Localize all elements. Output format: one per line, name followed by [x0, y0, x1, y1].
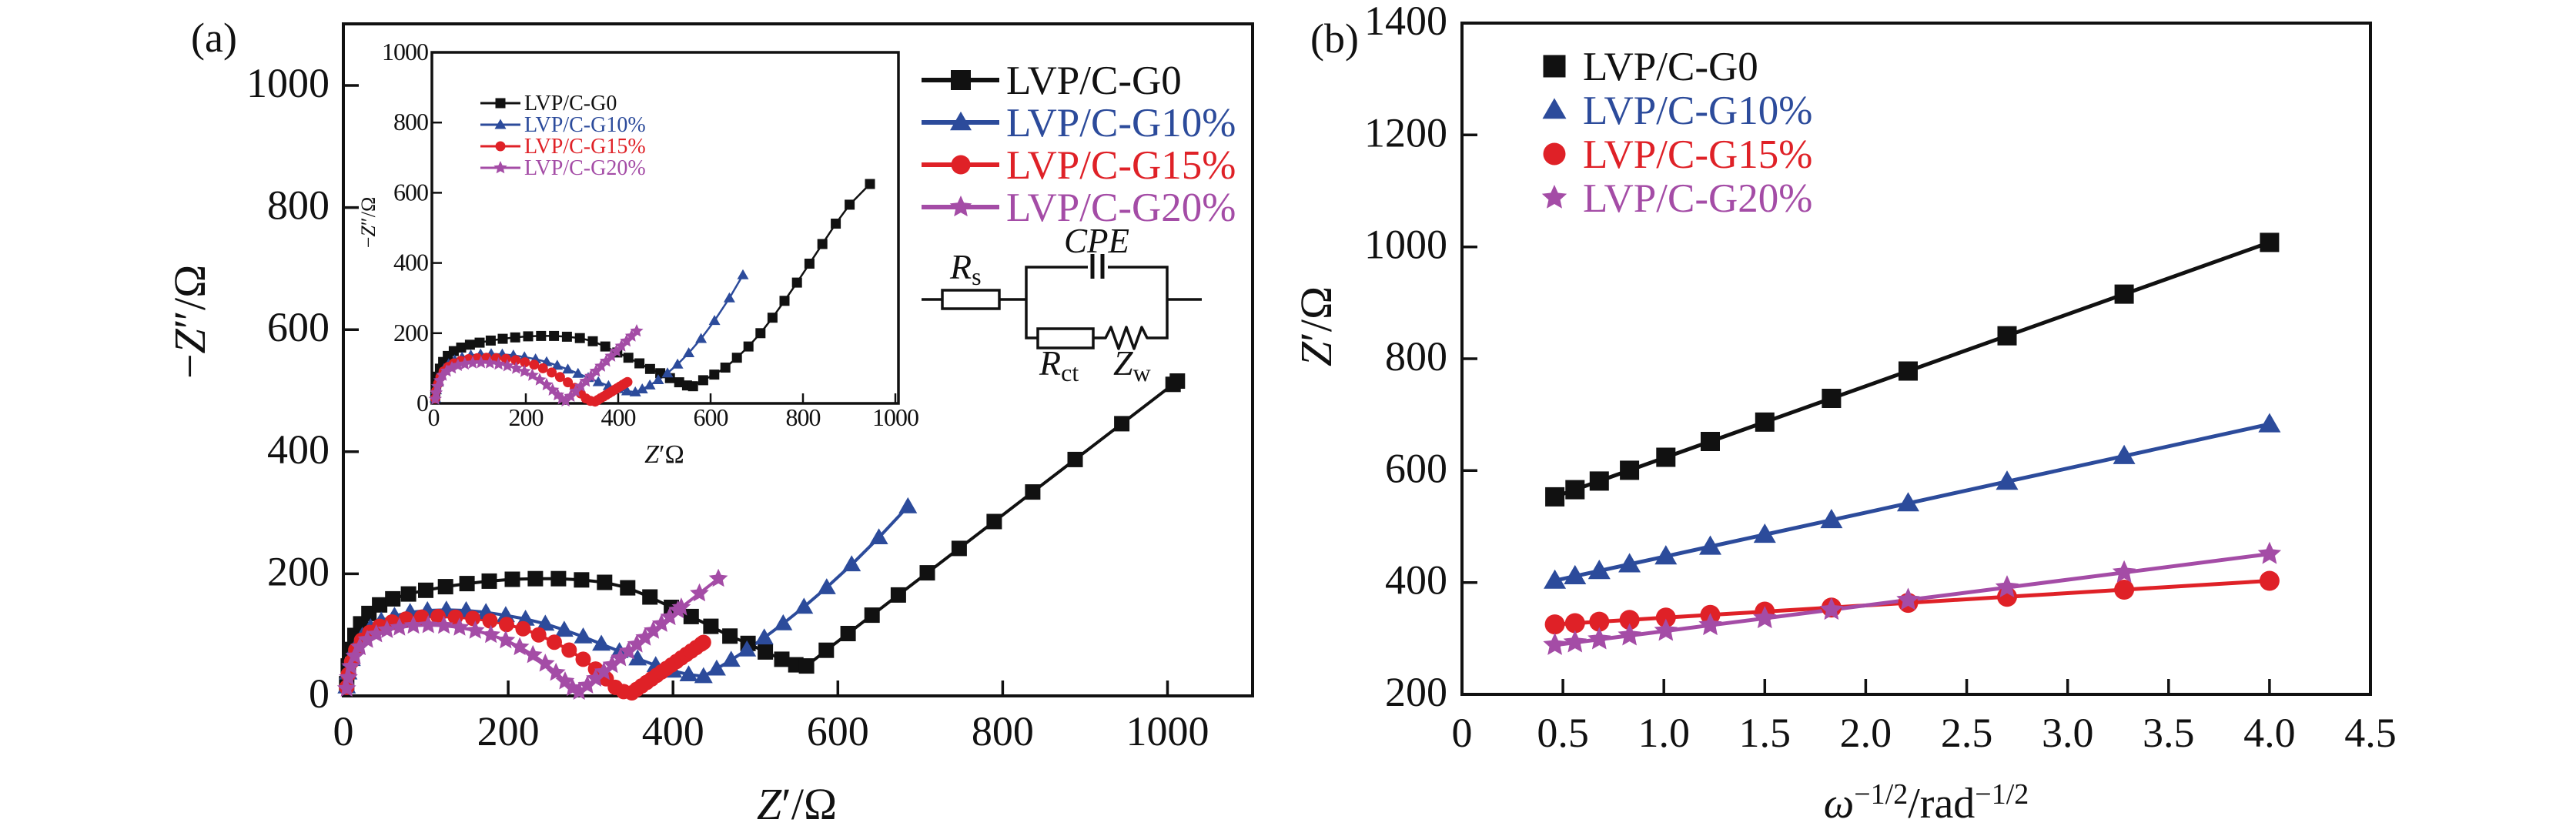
svg-text:LVP/C-G15%: LVP/C-G15% [524, 135, 646, 159]
svg-text:LVP/C-G15%: LVP/C-G15% [1583, 132, 1812, 177]
svg-text:(b): (b) [1310, 15, 1359, 62]
svg-text:200: 200 [509, 403, 544, 431]
svg-text:−Z″/Ω: −Z″/Ω [357, 197, 380, 249]
svg-text:600: 600 [807, 708, 869, 754]
svg-text:1000: 1000 [246, 60, 330, 106]
svg-text:3.5: 3.5 [2143, 710, 2195, 756]
svg-text:800: 800 [393, 108, 428, 135]
svg-text:LVP/C-G10%: LVP/C-G10% [1583, 89, 1812, 133]
svg-text:2.5: 2.5 [1941, 710, 1993, 756]
svg-text:Z′/Ω: Z′/Ω [1291, 286, 1341, 366]
svg-text:3.0: 3.0 [2042, 710, 2094, 756]
svg-text:1000: 1000 [1126, 708, 1209, 754]
svg-text:LVP/C-G0: LVP/C-G0 [1006, 59, 1182, 103]
svg-text:400: 400 [393, 249, 428, 276]
svg-text:LVP/C-G0: LVP/C-G0 [524, 92, 617, 115]
svg-text:0: 0 [309, 670, 330, 717]
svg-text:0: 0 [333, 708, 354, 754]
svg-text:Z′/Ω: Z′/Ω [757, 779, 837, 826]
svg-text:400: 400 [267, 426, 330, 473]
svg-text:LVP/C-G10%: LVP/C-G10% [1006, 101, 1236, 145]
svg-text:Z′Ω: Z′Ω [644, 440, 684, 469]
svg-text:800: 800 [267, 182, 330, 229]
svg-text:400: 400 [642, 708, 704, 754]
svg-text:1.0: 1.0 [1638, 710, 1690, 756]
svg-text:2.0: 2.0 [1840, 710, 1892, 756]
svg-text:Zw: Zw [1113, 343, 1151, 386]
svg-text:200: 200 [477, 708, 540, 754]
svg-text:−Z″/Ω: −Z″/Ω [165, 265, 215, 379]
svg-text:200: 200 [393, 319, 428, 346]
svg-text:0: 0 [428, 403, 440, 431]
svg-text:0: 0 [1452, 710, 1473, 756]
svg-text:1400: 1400 [1364, 0, 1447, 44]
svg-text:LVP/C-G0: LVP/C-G0 [1583, 45, 1758, 89]
svg-text:1000: 1000 [1364, 222, 1447, 268]
svg-text:1200: 1200 [1364, 109, 1447, 156]
svg-text:400: 400 [601, 403, 636, 431]
svg-text:200: 200 [1385, 669, 1447, 715]
svg-text:800: 800 [1385, 333, 1447, 380]
svg-text:(a): (a) [191, 15, 237, 61]
svg-text:LVP/C-G10%: LVP/C-G10% [524, 113, 646, 137]
svg-text:ω−1/2/rad−1/2: ω−1/2/rad−1/2 [1824, 778, 2029, 826]
svg-text:0: 0 [417, 389, 428, 416]
svg-text:1.5: 1.5 [1739, 710, 1791, 756]
svg-text:200: 200 [267, 548, 330, 594]
svg-text:LVP/C-G15%: LVP/C-G15% [1006, 143, 1236, 188]
svg-text:600: 600 [694, 403, 728, 431]
svg-text:LVP/C-G20%: LVP/C-G20% [524, 156, 646, 180]
svg-text:1000: 1000 [872, 403, 918, 431]
svg-text:4.5: 4.5 [2344, 710, 2397, 756]
svg-text:1000: 1000 [382, 38, 428, 65]
svg-text:800: 800 [972, 708, 1034, 754]
svg-text:800: 800 [786, 403, 821, 431]
svg-text:LVP/C-G20%: LVP/C-G20% [1583, 176, 1812, 221]
svg-text:4.0: 4.0 [2243, 710, 2296, 756]
svg-text:CPE: CPE [1064, 222, 1129, 260]
svg-text:400: 400 [1385, 557, 1447, 604]
svg-text:LVP/C-G20%: LVP/C-G20% [1006, 186, 1236, 230]
svg-text:600: 600 [267, 304, 330, 350]
svg-text:0.5: 0.5 [1537, 710, 1589, 756]
svg-text:600: 600 [1385, 445, 1447, 491]
svg-text:600: 600 [393, 178, 428, 206]
